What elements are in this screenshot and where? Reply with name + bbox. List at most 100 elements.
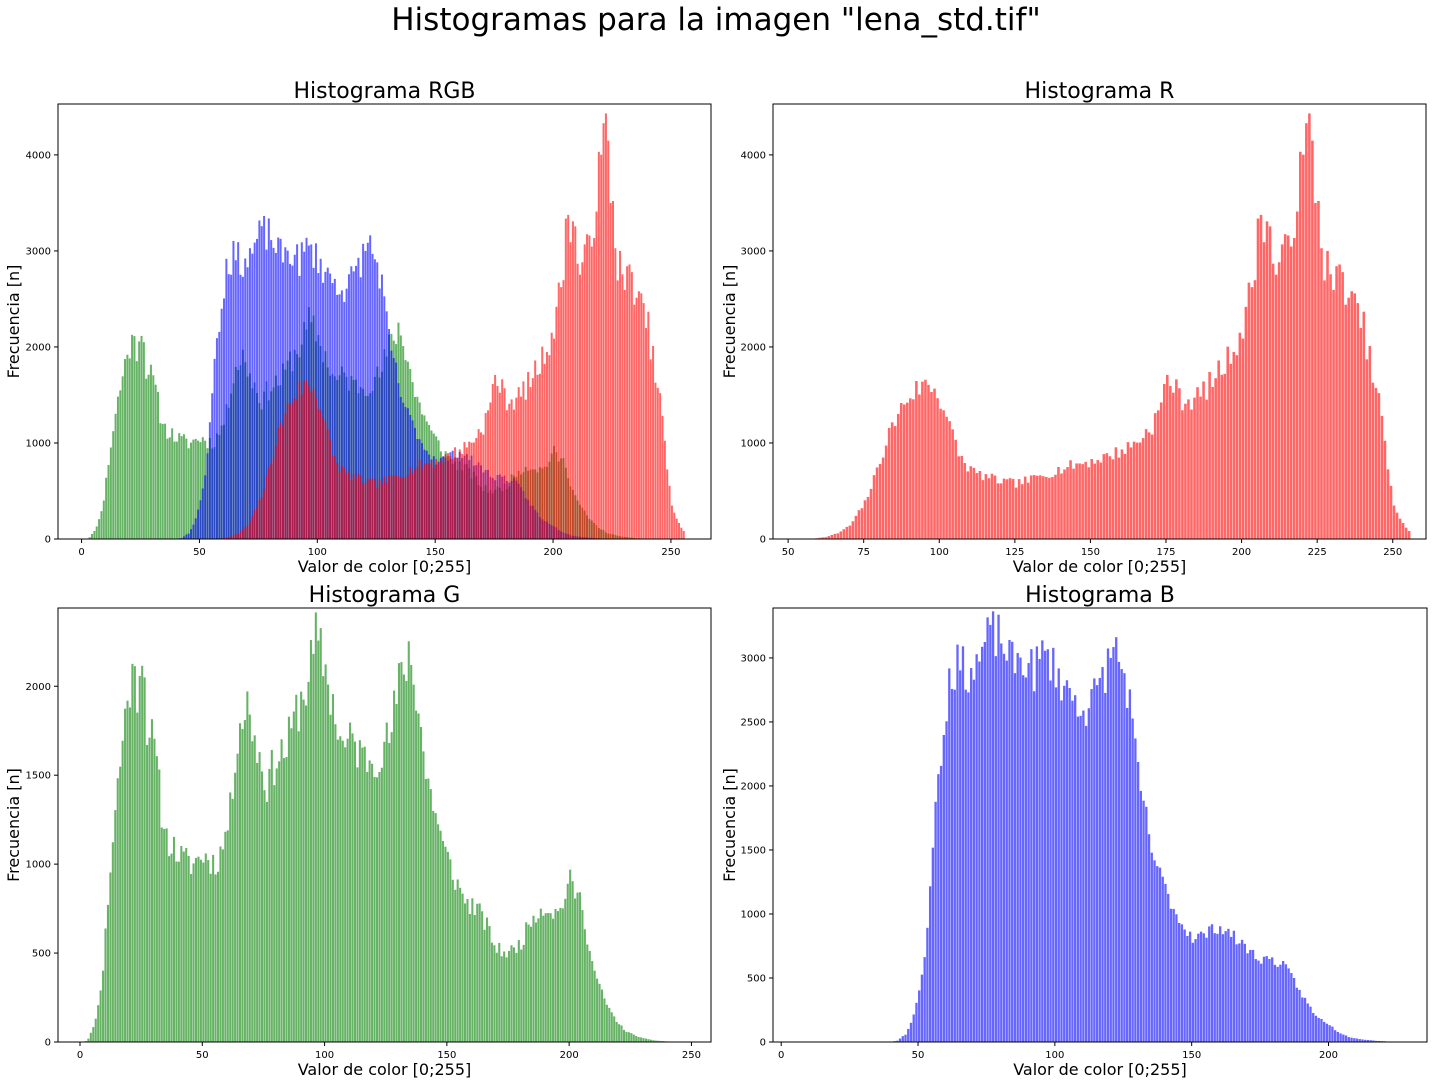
bar-blue-156 — [1208, 926, 1210, 1042]
bar-green-32 — [157, 392, 159, 539]
bar-red-102 — [322, 417, 324, 539]
bar-blue-78 — [995, 656, 997, 1042]
bar-green-142 — [427, 779, 429, 1042]
bar-blue-167 — [1238, 943, 1240, 1042]
bar-red-84 — [280, 422, 282, 539]
bar-red-202 — [558, 283, 560, 539]
x-tick-label: 50 — [193, 547, 206, 558]
bar-red-93 — [918, 394, 921, 539]
bar-blue-52 — [924, 957, 926, 1042]
bar-red-183 — [1190, 410, 1193, 539]
y-tick-label: 500 — [747, 973, 766, 984]
bar-red-223 — [607, 141, 609, 539]
bar-green-19 — [126, 355, 128, 539]
bar-red-151 — [438, 464, 440, 539]
y-tick-label: 3000 — [741, 246, 766, 257]
bar-blue-68 — [967, 692, 969, 1042]
bar-blue-138 — [1159, 868, 1161, 1042]
bar-red-199 — [551, 333, 553, 539]
bar-green-31 — [155, 385, 157, 539]
bar-green-10 — [105, 478, 107, 539]
bar-red-157 — [1112, 459, 1115, 539]
bar-green-39 — [174, 442, 176, 539]
bar-green-96 — [315, 612, 317, 1042]
bar-green-122 — [378, 772, 380, 1042]
bar-green-29 — [151, 719, 153, 1042]
bar-blue-132 — [1142, 801, 1144, 1042]
bar-red-182 — [1187, 399, 1190, 539]
bar-red-77 — [870, 489, 873, 539]
bar-red-226 — [1320, 248, 1323, 539]
bar-red-151 — [1093, 464, 1096, 539]
bar-red-132 — [393, 476, 395, 539]
bar-red-217 — [1293, 238, 1296, 539]
bar-red-98 — [933, 389, 936, 539]
bar-red-87 — [900, 403, 903, 539]
bar-red-232 — [628, 264, 630, 539]
bar-red-97 — [930, 392, 933, 539]
bar-red-157 — [452, 459, 454, 539]
bar-red-85 — [894, 426, 897, 539]
bar-red-138 — [1054, 475, 1057, 539]
bar-red-204 — [1254, 280, 1257, 539]
bar-red-127 — [381, 484, 383, 539]
bar-green-226 — [633, 1035, 635, 1042]
bar-red-142 — [416, 467, 418, 539]
bar-green-5 — [92, 1027, 94, 1042]
bar-red-66 — [237, 533, 239, 539]
bar-red-118 — [360, 476, 362, 539]
bar-blue-91 — [1030, 649, 1032, 1042]
bars-r — [806, 113, 1410, 539]
bar-green-213 — [601, 990, 603, 1042]
bar-green-197 — [562, 908, 564, 1042]
y-tick-label: 1000 — [26, 860, 51, 871]
bar-blue-152 — [1197, 934, 1199, 1042]
x-tick-label: 200 — [544, 547, 563, 558]
bar-green-65 — [239, 723, 241, 1042]
bar-red-205 — [565, 219, 567, 539]
bar-blue-194 — [1312, 1013, 1314, 1042]
bar-blue-201 — [1331, 1027, 1333, 1042]
bar-red-135 — [1045, 477, 1048, 539]
bar-green-41 — [178, 433, 180, 539]
bar-green-14 — [114, 810, 116, 1042]
bar-green-94 — [310, 640, 312, 1042]
bar-blue-73 — [981, 647, 983, 1042]
bar-green-206 — [584, 929, 586, 1042]
bar-green-222 — [623, 1030, 625, 1042]
bar-green-180 — [520, 950, 522, 1042]
bar-green-21 — [131, 335, 133, 539]
bar-blue-82 — [1006, 661, 1008, 1042]
bar-red-231 — [626, 266, 628, 539]
bar-green-179 — [518, 940, 520, 1042]
bar-red-248 — [666, 469, 668, 539]
bar-red-197 — [1233, 352, 1236, 539]
bar-red-125 — [1015, 488, 1018, 539]
bar-green-108 — [344, 747, 346, 1042]
y-axis-label: Frecuencia [n] — [720, 265, 739, 379]
bar-green-4 — [91, 534, 93, 539]
bar-green-185 — [532, 916, 534, 1042]
bar-red-162 — [463, 442, 465, 539]
bar-green-55 — [215, 874, 217, 1042]
x-tick-label: 250 — [682, 1050, 701, 1061]
bar-green-205 — [581, 910, 583, 1042]
bar-red-141 — [1063, 469, 1066, 539]
bar-red-67 — [240, 531, 242, 539]
bar-red-81 — [882, 458, 885, 539]
bar-green-140 — [422, 751, 424, 1042]
bar-green-204 — [579, 892, 581, 1042]
bar-red-245 — [659, 393, 661, 539]
bar-green-229 — [640, 1037, 642, 1042]
bar-green-29 — [150, 365, 152, 539]
bar-red-205 — [1257, 219, 1260, 539]
bar-red-188 — [525, 400, 527, 539]
bar-red-82 — [275, 446, 277, 539]
bar-blue-58 — [940, 766, 942, 1042]
bar-blue-136 — [1153, 860, 1155, 1042]
bar-red-88 — [289, 404, 291, 539]
y-tick-label: 1000 — [26, 438, 51, 449]
bar-red-244 — [657, 388, 659, 539]
bar-red-108 — [963, 463, 966, 539]
bar-blue-51 — [202, 488, 204, 539]
